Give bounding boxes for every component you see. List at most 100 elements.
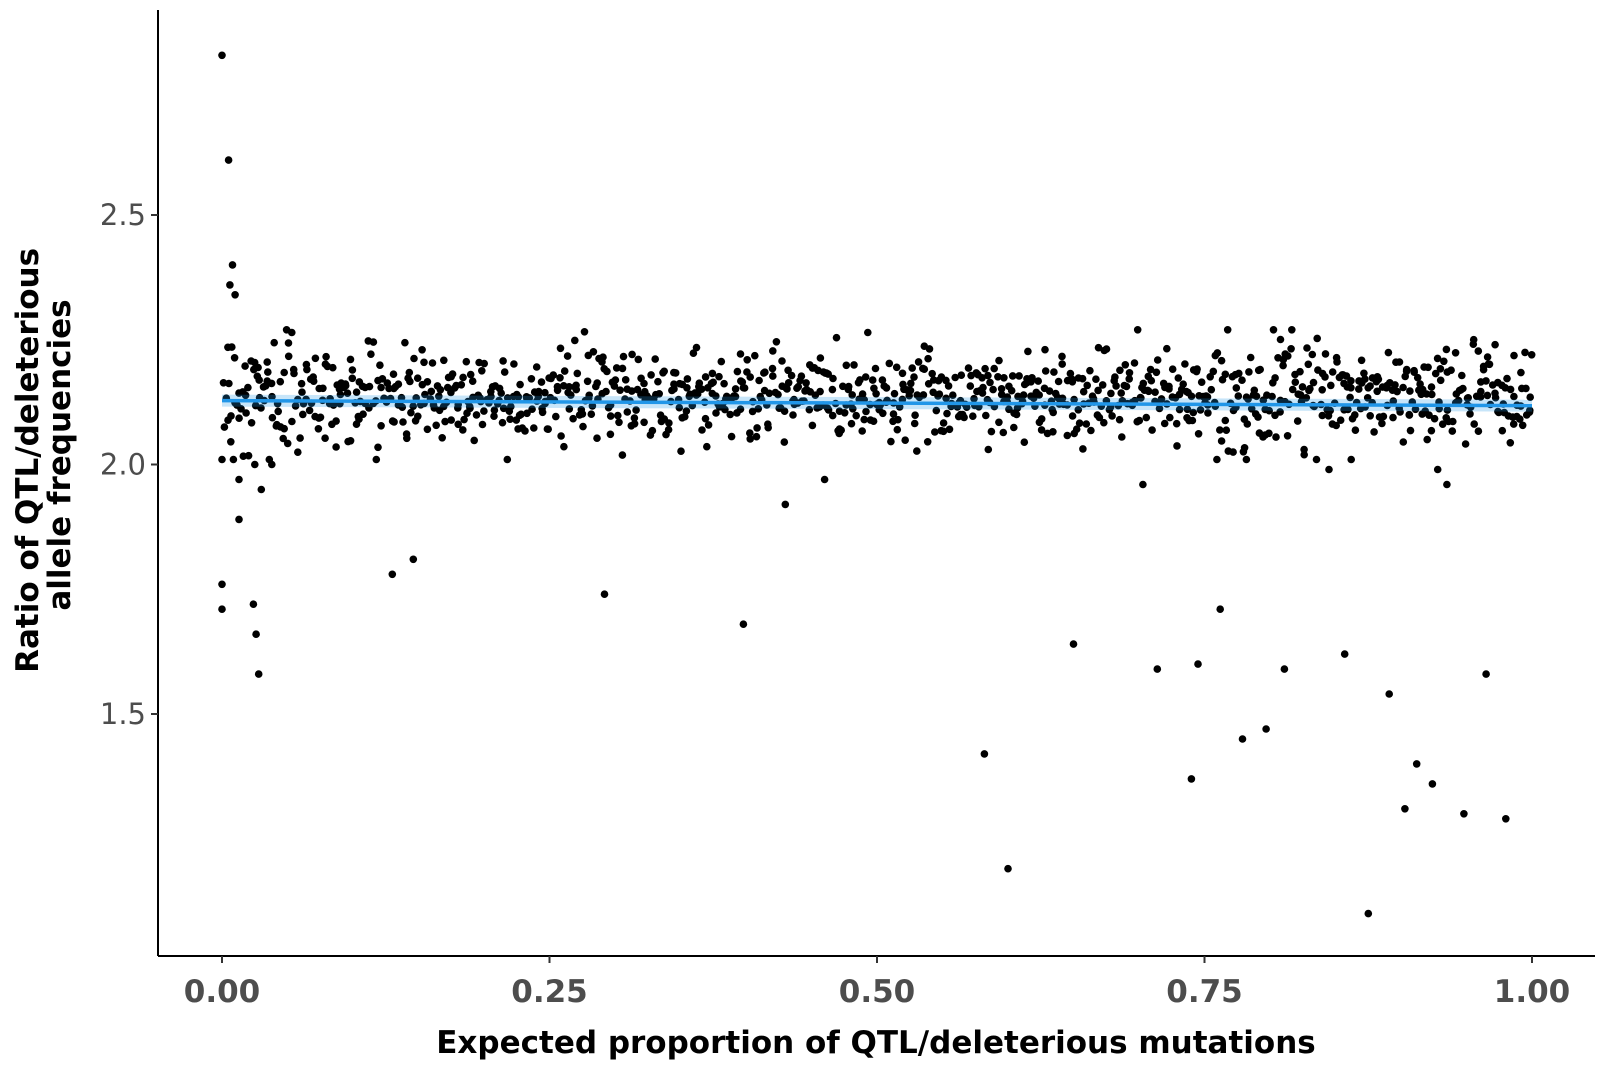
data-point <box>1423 435 1431 444</box>
data-point <box>1004 864 1012 873</box>
data-point <box>1443 480 1451 489</box>
data-point <box>1238 376 1246 385</box>
data-point <box>1166 413 1174 422</box>
data-point <box>615 418 623 427</box>
data-point <box>230 354 239 362</box>
data-point <box>530 424 538 432</box>
data-point <box>1364 909 1373 918</box>
data-point <box>303 365 311 374</box>
data-point <box>409 555 418 564</box>
data-point <box>348 366 357 374</box>
data-point <box>1197 378 1206 387</box>
data-point <box>1366 382 1374 390</box>
data-point <box>1168 365 1177 374</box>
data-point <box>740 384 749 392</box>
data-point <box>878 376 887 384</box>
data-point <box>1485 360 1494 369</box>
data-point <box>1015 372 1023 380</box>
data-point <box>1327 381 1335 390</box>
data-point <box>1222 426 1231 435</box>
data-point <box>1304 360 1313 369</box>
data-point <box>824 370 832 378</box>
data-point <box>1204 409 1212 417</box>
data-point <box>984 445 993 454</box>
data-point <box>850 361 858 369</box>
data-point <box>689 349 698 358</box>
data-point <box>1058 360 1066 368</box>
data-point <box>1328 368 1337 376</box>
data-point <box>828 385 837 394</box>
data-point <box>407 408 415 417</box>
data-point <box>739 620 748 628</box>
data-point <box>1007 386 1016 395</box>
data-point <box>480 359 489 368</box>
data-point <box>962 403 971 412</box>
data-point <box>1144 387 1153 396</box>
data-point <box>235 515 243 524</box>
data-point <box>703 442 711 451</box>
data-point <box>1189 408 1198 417</box>
data-point <box>229 455 238 464</box>
x-axis-title: Expected proportion of QTL/deleterious m… <box>436 1025 1316 1061</box>
data-point <box>274 407 283 416</box>
data-point <box>1213 349 1222 357</box>
data-point <box>987 427 996 436</box>
data-point <box>402 430 411 438</box>
data-point <box>499 404 508 413</box>
data-point <box>683 375 692 383</box>
data-point <box>1244 395 1252 403</box>
x-tick-label: 1.00 <box>1494 974 1571 1010</box>
data-point <box>1083 381 1091 390</box>
data-point <box>995 418 1003 427</box>
data-point <box>565 383 573 391</box>
data-point <box>283 439 292 448</box>
data-point <box>556 374 564 382</box>
data-point <box>322 352 330 361</box>
data-point <box>1265 406 1273 415</box>
data-point <box>1181 360 1189 368</box>
data-point <box>879 409 887 418</box>
data-point <box>720 379 728 388</box>
data-point <box>432 421 441 430</box>
data-point <box>249 600 258 608</box>
y-tick-label: 2.5 <box>100 198 146 232</box>
data-point <box>1336 416 1345 425</box>
data-point <box>1137 394 1145 402</box>
data-point <box>1058 352 1066 361</box>
data-point <box>1527 351 1536 359</box>
data-point <box>1306 384 1314 393</box>
data-point <box>1089 395 1098 403</box>
data-point <box>1378 419 1386 428</box>
data-point <box>1521 348 1529 357</box>
data-point <box>367 350 375 359</box>
data-point <box>291 402 300 410</box>
data-point <box>1117 389 1125 397</box>
data-point <box>1238 735 1247 743</box>
data-point <box>910 419 919 428</box>
data-point <box>731 385 740 393</box>
data-point <box>1405 411 1414 419</box>
data-point <box>612 364 621 372</box>
data-point <box>377 383 385 392</box>
data-point <box>712 392 720 400</box>
data-point <box>654 377 662 386</box>
data-point <box>593 379 601 387</box>
data-point <box>227 438 235 446</box>
data-point <box>816 387 824 396</box>
data-point <box>780 438 789 446</box>
data-point <box>780 407 789 416</box>
data-point <box>1254 413 1262 421</box>
y-axis-title-line1: Ratio of QTL/deleterious <box>10 248 46 673</box>
data-point <box>428 359 437 367</box>
data-point <box>460 415 468 424</box>
data-point <box>1482 670 1490 678</box>
data-point <box>427 387 436 396</box>
data-point <box>257 404 265 412</box>
data-point <box>583 377 592 386</box>
data-point <box>588 402 597 410</box>
data-point <box>990 364 998 373</box>
data-point <box>816 354 825 362</box>
data-point <box>1172 419 1181 428</box>
data-point <box>1242 455 1251 464</box>
data-point <box>1054 377 1063 386</box>
